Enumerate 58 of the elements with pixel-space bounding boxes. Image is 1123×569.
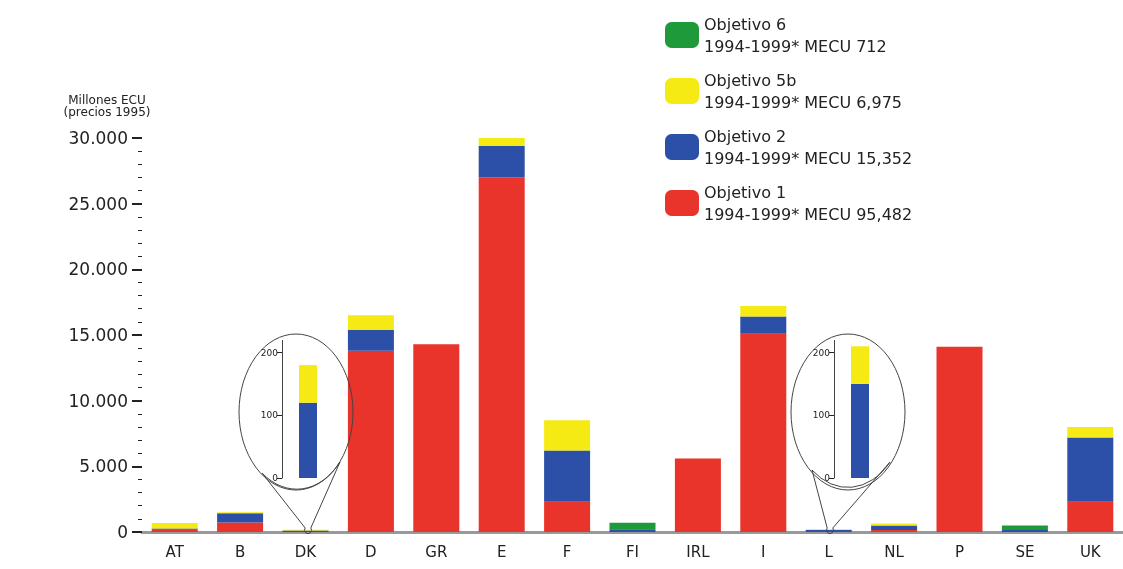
bar (1001, 525, 1048, 531)
x-tick-label: UK (1079, 542, 1102, 561)
y-tick-label: 0 (117, 522, 128, 542)
y-tick-label: 10.000 (68, 390, 128, 411)
bar (347, 329, 394, 351)
bar (1067, 437, 1114, 502)
y-tick-label: 100 (812, 410, 831, 421)
bar (544, 501, 591, 532)
y-tick-label: 100 (260, 410, 279, 421)
legend-label: Objetivo 1 1994-1999* MECU 95,482 (704, 182, 913, 224)
x-tick-label: SE (1015, 542, 1035, 561)
x-tick-label: IRL (686, 542, 711, 561)
y-tick-label: 30.000 (68, 128, 128, 148)
x-tick-label: AT (165, 542, 185, 561)
bar (544, 450, 591, 502)
bar (609, 529, 656, 532)
x-tick-label: E (496, 542, 507, 561)
x-tick-label: GR (425, 542, 448, 561)
x-tick-label: F (562, 542, 572, 561)
y-tick-label: 20.000 (68, 259, 128, 280)
y-tick-label: 200 (260, 347, 279, 358)
bar (1067, 426, 1114, 438)
bar (871, 525, 918, 531)
y-tick-label: 0 (272, 473, 279, 483)
x-tick-label: NL (884, 542, 905, 561)
y-tick-label: 25.000 (68, 193, 128, 214)
bar (151, 523, 198, 529)
bar (217, 513, 264, 523)
bar (347, 350, 394, 532)
bar (674, 458, 721, 532)
legend-label: Objetivo 2 1994-1999* MECU 15,352 (704, 126, 913, 168)
bar (1067, 501, 1114, 532)
x-tick-label: B (234, 542, 246, 561)
y-tick-label: 15.000 (68, 325, 128, 345)
x-tick-label: I (761, 542, 766, 561)
y-tick-label: 200 (812, 347, 831, 358)
y-tick-label: 5.000 (79, 456, 128, 477)
bar (544, 420, 591, 451)
bar (478, 138, 525, 146)
bar (609, 522, 656, 530)
x-tick-label: P (954, 542, 965, 561)
bar (217, 522, 264, 532)
x-tick-label: L (824, 542, 834, 561)
bar (478, 145, 525, 178)
x-tick-label: FI (625, 542, 640, 561)
bar (413, 344, 460, 532)
bar (740, 316, 787, 334)
legend-label: Objetivo 6 1994-1999* MECU 712 (704, 14, 887, 56)
y-axis-title: Millones ECU (precios 1995) (63, 93, 151, 119)
bar (740, 333, 787, 532)
bar (478, 177, 525, 532)
legend-label: Objetivo 5b 1994-1999* MECU 6,975 (704, 70, 902, 112)
y-tick-label: 0 (824, 473, 831, 483)
bar (347, 315, 394, 330)
x-tick-label: DK (294, 542, 318, 561)
bar (936, 346, 983, 532)
bar (740, 306, 787, 317)
x-tick-label: D (365, 542, 377, 561)
